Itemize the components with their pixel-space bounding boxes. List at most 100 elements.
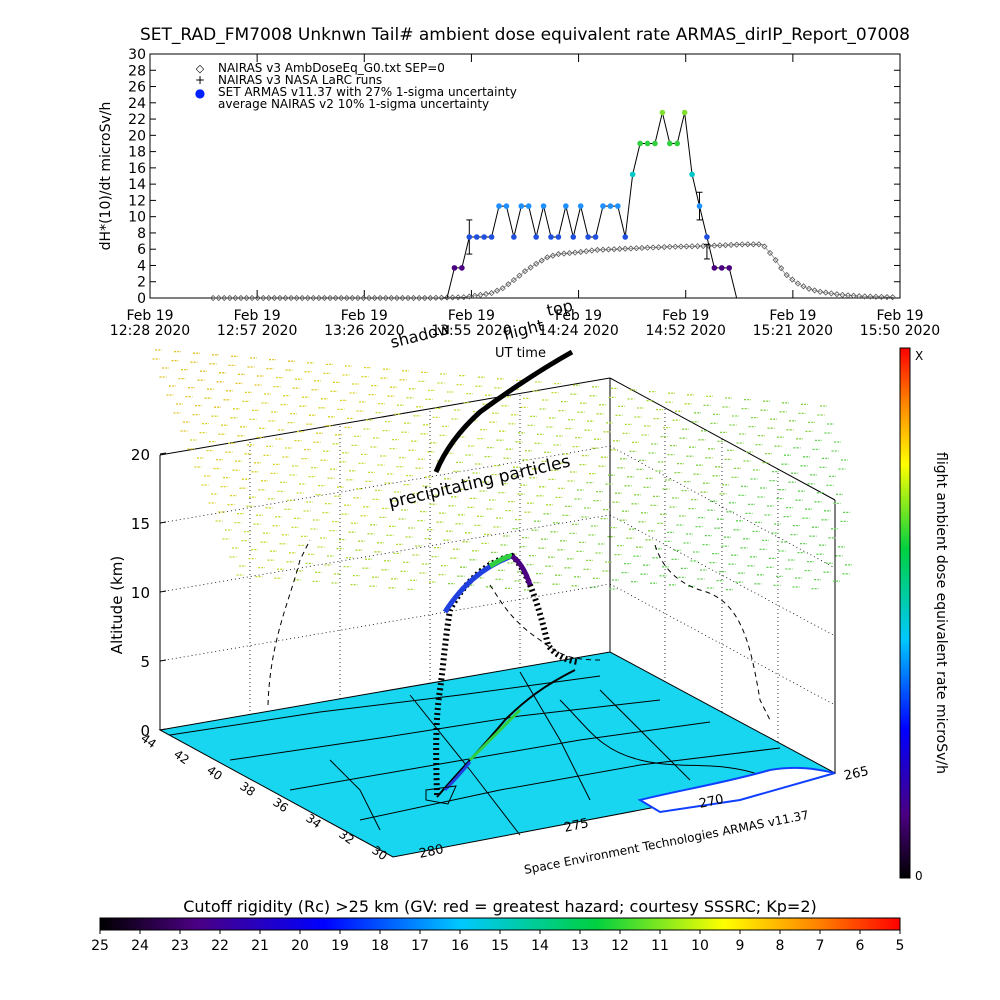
armas-point [466,234,473,240]
nairas-v3-point [321,294,328,302]
armas-point [726,265,733,271]
figure-title: SET_RAD_FM7008 Unknwn Tail# ambient dose… [140,25,910,45]
nairas-v3-point [293,294,300,302]
x-tick-date: Feb 19 [234,308,281,324]
latitude-tick-label: 42 [171,747,192,767]
nairas-v3-point [360,294,367,302]
y-tick-label: 20 [128,128,146,144]
nairas-v3-point [410,294,417,302]
x-tick-date: Feb 19 [876,308,923,324]
legend-symbol-larc: + [195,73,205,87]
altitude-axis-label: Altitude (km) [108,556,126,654]
nairas-v3-point [338,294,345,302]
nairas-v3-point [449,294,456,301]
legend-label-larc: NAIRAS v3 NASA LaRC runs [218,73,382,87]
nairas-v3-point [460,294,467,301]
y-tick-label: 30 [128,47,146,63]
nairas-v3-point [349,294,356,302]
armas-point [689,171,695,178]
x-tick-time: 12:28 2020 [110,323,190,339]
flight-ground-track [425,669,576,805]
y-tick-label: 22 [128,112,146,128]
longitude-tick-label: 265 [843,764,870,784]
armas-point [718,265,725,271]
nairas-v3-point [343,294,350,302]
nairas-v3-point [421,294,428,302]
y-tick-label: 6 [137,242,146,258]
nairas-v3-point [527,264,534,271]
nairas-v3-point [260,294,267,302]
ut-time-curve [433,349,574,473]
nairas-v3-point [226,294,233,302]
longitude-tick-label: 280 [418,842,445,862]
x-tick-time: 14:52 2020 [645,323,725,339]
dose-rate-colorbar-max-label: X [915,349,923,363]
nairas-v3-point [867,293,874,300]
cutoff-rigidity-colorbar: Cutoff rigidity (Rc) >25 km (GV: red = g… [91,897,904,954]
altitude-tick-mark [159,590,167,593]
x-tick-time: 13:26 2020 [324,323,404,339]
nairas-v3-point [377,294,384,302]
nairas-v3-point [521,268,529,275]
nairas-v3-point [861,293,868,300]
nairas-v3-point [778,265,785,272]
armas-point [503,203,510,209]
rigidity-tick-label: 12 [611,938,629,954]
nairas-v3-point [210,294,217,302]
armas-point [600,203,606,209]
y-tick-label: 2 [137,275,146,291]
nairas-v3-point [416,294,423,302]
nairas-v3-point [644,244,651,251]
nairas-v3-point [594,246,601,253]
nairas-v3-point [627,245,634,252]
altitude-tick-label: 20 [131,446,150,464]
ut-time-annotation: UT time [495,346,546,361]
nairas-v3-point [572,249,579,256]
rigidity-tick-label: 16 [451,938,469,954]
nairas-v3-point [800,283,807,290]
nairas-v3-point [872,293,879,300]
rigidity-tick-label: 5 [896,938,905,954]
nairas-v3-point [611,246,618,253]
y-tick-label: 14 [128,177,146,193]
nairas-v3-point [588,247,595,254]
armas-point [622,234,629,240]
altitude-tick-label: 5 [140,653,150,671]
nairas-v3-point [477,291,484,298]
y-tick-label: 26 [128,80,146,96]
nairas-v3-point [432,294,439,301]
nairas-v3-point [694,243,701,250]
nairas-v3-point [237,294,245,302]
nairas-v3-point [288,294,295,302]
x-tick-time: 14:24 2020 [538,323,618,339]
nairas-v3-point [878,293,885,300]
altitude-tick-mark [159,728,167,731]
nairas-v3-point [750,241,757,248]
nairas-v3-point [304,294,311,302]
y-tick-label: 12 [128,193,146,209]
nairas-v3-point [633,245,640,252]
nairas-v3-point [727,241,735,248]
nairas-v3-point [276,294,284,302]
armas-point [533,234,539,240]
dose-rate-colorbar-label: flight ambient dose equivalent rate micr… [933,452,949,774]
nairas-v3-point [599,246,607,253]
nairas-v3-point [616,245,623,253]
nairas-v3-point [438,294,445,301]
armas-point [518,203,525,209]
rigidity-tick-label: 25 [91,938,109,954]
nairas-v3-point [466,293,473,300]
nairas-v3-point [443,294,451,301]
armas-point [570,234,577,240]
nairas-v3-point [817,288,824,295]
latitude-tick-label: 40 [204,763,225,783]
map-borders [169,671,781,836]
nairas-v3-point [299,294,306,302]
nairas-v3-point [733,241,740,248]
nairas-v3-point [844,292,852,299]
nairas-v3-point [499,285,506,292]
nairas-v3-point [783,272,790,279]
nairas-v3-point [583,248,590,255]
